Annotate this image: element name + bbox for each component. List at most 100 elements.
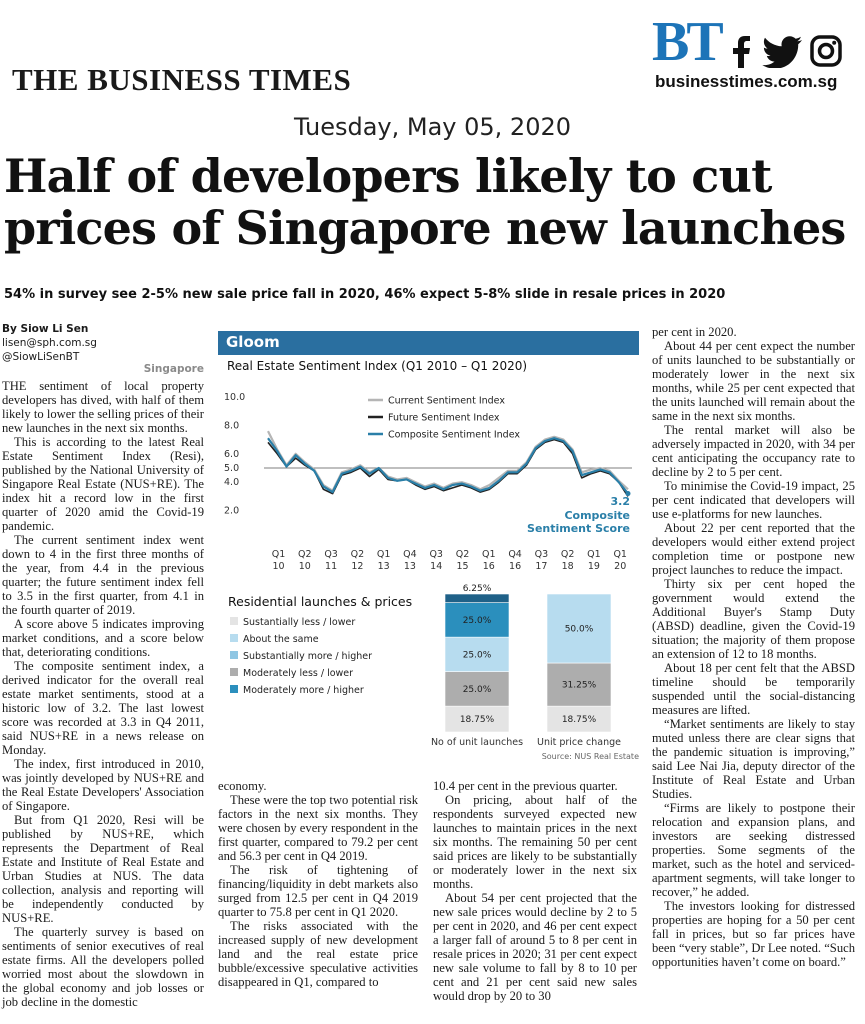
callout-label-2: Sentiment Score	[527, 522, 630, 535]
article-paragraph: To minimise the Covid-19 impact, 25 per …	[652, 479, 855, 521]
article-paragraph: On pricing, about half of the respondent…	[433, 793, 637, 891]
article-paragraph: per cent in 2020.	[652, 325, 737, 339]
author-email[interactable]: lisen@sph.com.sg	[2, 337, 97, 349]
article-column-4: per cent in 2020. About 44 per cent expec…	[652, 325, 855, 969]
bar-segment	[546, 593, 612, 664]
bt-logo[interactable]: BT	[652, 11, 724, 73]
legend-label: Moderately more / higher	[243, 685, 364, 696]
legend-label: Future Sentiment Index	[388, 413, 500, 424]
article-paragraph: The composite sentiment index, a derived…	[2, 659, 204, 757]
callout-value: 3.2	[611, 495, 631, 508]
y-tick-label: 8.0	[224, 420, 239, 431]
bar-segment	[444, 593, 510, 603]
article-paragraph: These were the top two potential risk fa…	[218, 793, 418, 863]
x-tick-year: 10	[299, 561, 311, 572]
article-column-2: economy. These were the top two potential…	[218, 779, 418, 989]
x-tick-year: 10	[272, 561, 284, 572]
bar-category-label: Unit price change	[537, 737, 621, 748]
site-url[interactable]: businesstimes.com.sg	[655, 72, 838, 91]
series-line-1	[267, 438, 629, 497]
y-tick-label: 2.0	[224, 506, 239, 517]
bar-segment	[444, 602, 510, 638]
bar-segment	[546, 705, 612, 733]
graphic-source: Source: NUS Real Estate	[541, 752, 639, 761]
legend-swatch	[230, 617, 238, 625]
byline: By Siow Li Sen lisen@sph.com.sg @SiowLiS…	[2, 322, 97, 364]
article-paragraph: “Market sentiments are likely to stay mu…	[652, 717, 855, 801]
standfirst: 54% in survey see 2-5% new sale price fa…	[4, 287, 726, 302]
x-tick-quarter: Q3	[535, 549, 549, 560]
legend-label: Composite Sentiment Index	[388, 430, 520, 441]
x-tick-year: 15	[456, 561, 468, 572]
x-tick-year: 12	[351, 561, 363, 572]
y-tick-label: 4.0	[224, 477, 239, 488]
x-tick-quarter: Q4	[508, 549, 522, 560]
article-paragraph: The quarterly survey is based on sentime…	[2, 925, 204, 1009]
article-column-3: 10.4 per cent in the previous quarter. On…	[433, 779, 637, 1003]
author-handle[interactable]: @SiowLiSenBT	[2, 351, 80, 363]
article-paragraph: A score above 5 indicates improving mark…	[2, 617, 204, 659]
headline-line-2: prices of Singapore new launches	[4, 201, 846, 255]
bar-value-label: 50.0%	[565, 625, 594, 635]
x-tick-year: 14	[430, 561, 442, 572]
legend-label: Moderately less / lower	[243, 668, 353, 679]
x-tick-year: 13	[378, 561, 390, 572]
article-paragraph: The investors looking for distressed pro…	[652, 899, 855, 969]
legend-swatch	[230, 651, 238, 659]
legend-label: About the same	[243, 634, 319, 645]
bar-value-label: 18.75%	[460, 715, 495, 725]
bar-value-label: 18.75%	[562, 715, 597, 725]
line-chart-title: Real Estate Sentiment Index (Q1 2010 – Q…	[227, 359, 528, 373]
legend-label: Sustantially less / lower	[243, 617, 355, 628]
x-tick-year: 13	[404, 561, 416, 572]
legend-label: Current Sentiment Index	[388, 396, 505, 407]
twitter-icon[interactable]	[762, 36, 802, 68]
bar-value-label: 25.0%	[463, 650, 492, 660]
facebook-icon[interactable]	[733, 36, 751, 68]
article-column-1: THE sentiment of local property develope…	[2, 379, 204, 1009]
article-paragraph: This is according to the latest Real Est…	[2, 435, 204, 533]
y-tick-label: 6.0	[224, 449, 239, 460]
publication-date: Tuesday, May 05, 2020	[293, 113, 572, 141]
series-line-2	[267, 437, 629, 495]
instagram-icon[interactable]	[810, 35, 842, 67]
x-tick-year: 19	[588, 561, 600, 572]
x-tick-quarter: Q3	[429, 549, 443, 560]
bar-value-label: 25.0%	[463, 616, 492, 626]
graphic-title: Gloom	[226, 333, 280, 351]
author-name: By Siow Li Sen	[2, 323, 89, 335]
headline-line-1: Half of developers likely to cut	[4, 149, 772, 203]
masthead: THE BUSINESS TIMES	[12, 62, 352, 97]
headline: Half of developers likely to cut prices …	[4, 150, 864, 254]
article-paragraph: About 18 per cent felt that the ABSD tim…	[652, 661, 855, 717]
x-tick-quarter: Q1	[613, 549, 627, 560]
bar-chart-title: Residential launches & prices	[228, 594, 412, 609]
x-tick-year: 11	[325, 561, 337, 572]
article-paragraph: THE sentiment of local property develope…	[2, 379, 204, 435]
sentiment-chart: 10.08.06.05.04.02.0Q110Q210Q311Q212Q113Q…	[224, 392, 632, 748]
article-paragraph: The risk of tightening of financing/liqu…	[218, 863, 418, 919]
x-tick-year: 20	[614, 561, 626, 572]
legend-label: Substantially more / higher	[243, 651, 372, 662]
x-tick-quarter: Q2	[561, 549, 575, 560]
bar-value-label: 25.0%	[463, 685, 492, 695]
article-paragraph: About 44 per cent expect the number of u…	[652, 339, 855, 423]
legend-swatch	[230, 668, 238, 676]
bar-segment	[444, 671, 510, 707]
callout-point	[625, 491, 631, 497]
article-paragraph: About 22 per cent reported that the deve…	[652, 521, 855, 577]
x-tick-quarter: Q2	[351, 549, 365, 560]
article-paragraph: The risks associated with the increased …	[218, 919, 418, 989]
dateline: Singapore	[143, 363, 204, 375]
y-tick-label: 10.0	[224, 392, 245, 403]
x-tick-year: 17	[535, 561, 547, 572]
x-tick-quarter: Q1	[272, 549, 286, 560]
x-tick-year: 16	[483, 561, 495, 572]
legend-swatch	[230, 685, 238, 693]
bar-segment	[444, 636, 510, 672]
article-paragraph: “Firms are likely to postpone their relo…	[652, 801, 855, 899]
x-tick-quarter: Q1	[482, 549, 496, 560]
article-paragraph: The rental market will also be adversely…	[652, 423, 855, 479]
bar-category-label: No of unit launches	[431, 737, 523, 748]
x-tick-quarter: Q2	[298, 549, 312, 560]
